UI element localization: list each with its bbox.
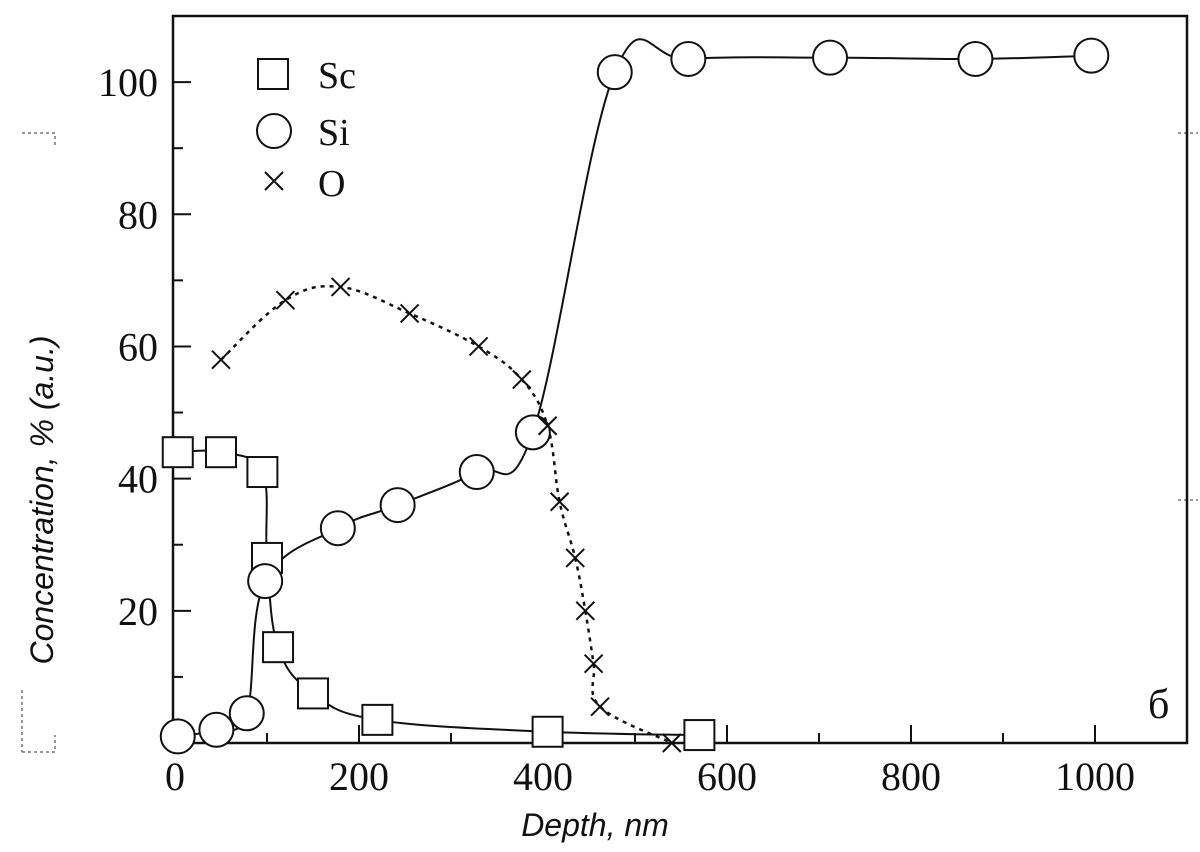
y-axis-ticks: 20 40 60 80 100: [98, 60, 191, 678]
data-point-o: [662, 733, 682, 753]
data-point-o: [590, 696, 610, 717]
data-point-o: [549, 492, 570, 512]
data-point-o: [399, 303, 420, 324]
data-point-si: [458, 454, 495, 491]
series-markers: [159, 37, 1110, 755]
data-point-si: [1073, 37, 1110, 74]
y-tick-label: 40: [118, 457, 158, 502]
data-point-sc: [531, 715, 564, 748]
legend-item-si: Si: [256, 112, 350, 154]
data-point-si: [247, 563, 284, 600]
legend-label-o: O: [318, 163, 345, 205]
x-axis-ticks: 0 200 400 600 800 1000: [165, 725, 1135, 799]
data-point-sc: [683, 719, 716, 752]
legend: Sc Si O: [256, 55, 356, 205]
legend-label-sc: Sc: [318, 55, 356, 97]
data-point-o: [575, 601, 596, 621]
y-tick-label: 60: [118, 324, 158, 369]
data-point-o: [275, 290, 296, 310]
legend-item-o: O: [264, 163, 345, 205]
x-tick-label: 400: [513, 754, 573, 799]
data-point-si: [379, 487, 416, 524]
data-point-o: [565, 548, 585, 568]
data-point-sc: [262, 631, 295, 664]
data-point-o: [583, 653, 604, 674]
data-point-si: [670, 40, 707, 77]
data-point-si: [198, 711, 235, 748]
data-point-si: [228, 695, 265, 732]
y-axis-title: Concentration, % (a.u.): [24, 335, 60, 664]
legend-circle-marker: [256, 113, 292, 149]
x-tick-label: 1000: [1055, 754, 1135, 799]
y-tick-label: 100: [98, 60, 158, 105]
x-tick-label: 200: [329, 754, 389, 799]
series-line-si: [177, 38, 1092, 738]
panel-label: б: [1148, 682, 1169, 728]
data-point-si: [812, 39, 849, 76]
y-tick-label: 80: [118, 192, 158, 237]
data-point-o: [211, 349, 231, 370]
data-point-si: [957, 40, 994, 77]
y-tick-label: 20: [118, 589, 158, 634]
data-point-o: [468, 336, 489, 357]
data-point-si: [514, 414, 551, 451]
data-point-o: [330, 277, 351, 297]
legend-square-marker: [257, 58, 289, 90]
data-point-sc: [361, 703, 394, 736]
data-point-sc: [246, 456, 279, 489]
series-line-o: [220, 284, 673, 745]
series-lines: [177, 38, 1092, 745]
data-point-o: [512, 369, 532, 390]
data-point-sc: [205, 436, 237, 469]
data-point-si: [596, 54, 633, 91]
data-point-o: [537, 416, 558, 436]
legend-item-sc: Sc: [257, 55, 356, 97]
data-point-sc: [297, 677, 329, 710]
x-axis-title: Depth, nm: [521, 807, 669, 843]
x-tick-label: 0: [165, 754, 185, 799]
x-tick-label: 600: [697, 754, 757, 799]
legend-label-si: Si: [318, 112, 350, 154]
crop-marks: [21, 132, 1198, 753]
data-point-sc: [161, 436, 194, 469]
plot-frame: [171, 14, 1189, 745]
data-point-si: [319, 510, 356, 547]
data-point-si: [159, 718, 196, 755]
legend-x-marker: [264, 171, 284, 191]
x-tick-label: 800: [881, 754, 941, 799]
